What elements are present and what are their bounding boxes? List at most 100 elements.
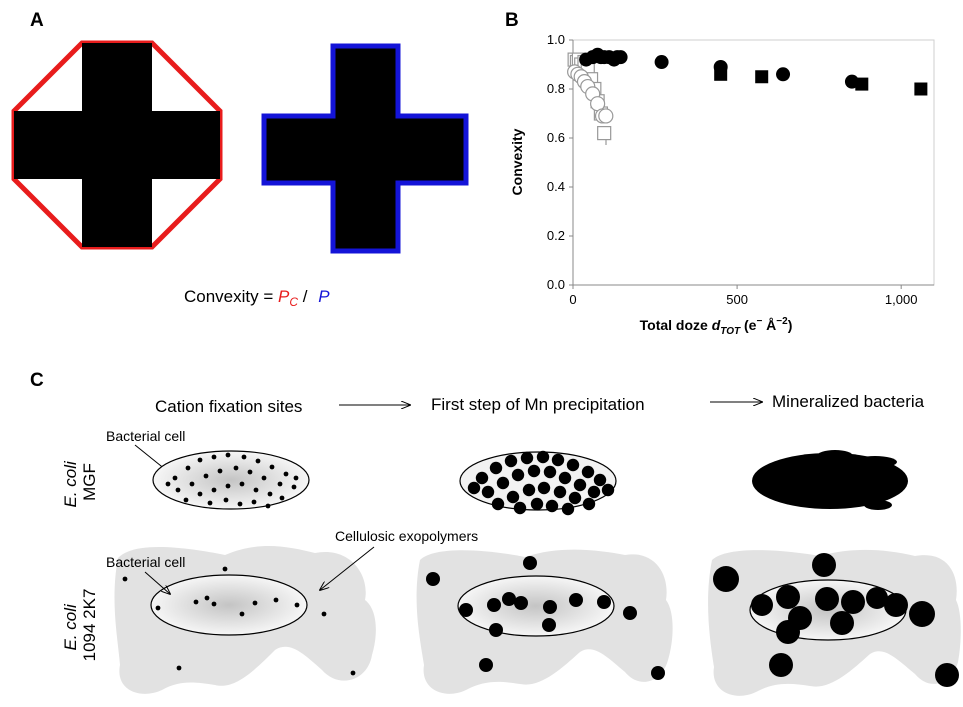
cation-sites-mgf (165, 452, 299, 509)
cation-site-dot (253, 487, 259, 493)
annotation-cellulosic-exopolymers: Cellulosic exopolymers (335, 528, 478, 544)
mn-precipitate-dot (815, 587, 839, 611)
mn-precipitates-1094-mineralized (713, 553, 959, 687)
mn-precipitates-mgf (467, 450, 615, 516)
mn-precipitate-dot (487, 598, 501, 612)
data-point-filled-circle (654, 55, 669, 70)
cation-site-dot (211, 454, 217, 460)
cation-site-dot (252, 600, 258, 606)
cation-sites-1094 (122, 566, 356, 676)
annotation-arrow-cell-row2 (144, 571, 170, 594)
mn-precipitate-dot (511, 468, 525, 482)
panel-b-letter: B (505, 10, 519, 31)
mn-precipitate-dot (776, 585, 800, 609)
cation-site-dot (267, 491, 273, 497)
cation-site-dot (176, 665, 182, 671)
cation-site-dot (203, 473, 209, 479)
mn-precipitate-dot (504, 454, 518, 468)
mn-precipitate-dot (536, 450, 550, 464)
x-axis-title-units-open: (e (740, 317, 757, 333)
convexity-formula: Convexity = PC / P (184, 287, 330, 309)
x-axis-title: Total doze dTOT (e− Å−2) (640, 316, 793, 337)
row-label-1094-strain: 1094 2K7 (80, 589, 99, 662)
cation-site-dot (237, 501, 243, 507)
mn-precipitate-dot (467, 481, 481, 495)
mn-precipitates-1094-step1 (426, 556, 665, 680)
data-point-filled-circle (713, 59, 728, 74)
mn-precipitate-dot (751, 594, 773, 616)
mn-precipitate-dot (527, 464, 541, 478)
cation-site-dot (204, 595, 210, 601)
cation-site-dot (172, 475, 178, 481)
y-axis-title: Convexity (509, 128, 525, 195)
cation-site-dot (225, 452, 231, 458)
x-axis-title-end: ) (788, 317, 793, 333)
panel-a-letter: A (30, 10, 44, 31)
mn-precipitate-dot (769, 653, 793, 677)
cation-site-dot (207, 500, 213, 506)
mn-precipitate-dot (841, 590, 865, 614)
cation-site-dot (291, 484, 297, 490)
x-axis-title-exp: −2 (776, 316, 788, 327)
mn-precipitate-dot (569, 593, 583, 607)
mn-precipitate-dot (475, 471, 489, 485)
x-axis-title-units-close: Å (762, 317, 776, 333)
cation-site-dot (273, 597, 279, 603)
bacterial-cell-1094-stage2 (457, 575, 615, 637)
cation-site-dot (279, 495, 285, 501)
mn-precipitate-dot (542, 618, 556, 632)
x-axis-title-main: Total doze (640, 317, 712, 333)
mn-precipitate-dot (601, 483, 615, 497)
cation-site-dot (233, 465, 239, 471)
mn-precipitate-dot (489, 623, 503, 637)
cation-site-dot (241, 454, 247, 460)
mn-precipitate-dot (830, 611, 854, 635)
row-label-mgf-strain: MGF (80, 463, 99, 501)
formula-prefix: Convexity = (184, 287, 278, 306)
x-axis-title-minus: − (756, 316, 762, 327)
row-label-1094-species: E. coli (61, 603, 80, 651)
mn-precipitate-dot (581, 465, 595, 479)
data-point-open-square (597, 125, 612, 141)
mn-precipitate-dot (489, 461, 503, 475)
mn-precipitate-dot (496, 476, 510, 490)
plot-area (572, 39, 935, 286)
y-tick-label: 0.2 (547, 228, 565, 243)
mn-precipitate-dot (573, 478, 587, 492)
mn-precipitate-dot (935, 663, 959, 687)
mn-precipitate-dot (713, 566, 739, 592)
mn-precipitate-dot (553, 485, 567, 499)
convexity-scatter-chart: 0.0 0.2 0.4 0.6 0.8 1.0 0 500 1,000 Convexity To… (509, 32, 935, 337)
cation-site-dot (217, 468, 223, 474)
y-tick-label: 0.4 (547, 179, 565, 194)
mn-precipitate-dot (543, 465, 557, 479)
data-point-filled-square (914, 82, 928, 96)
cross-shape-hull (14, 43, 220, 247)
cation-site-dot (165, 481, 171, 487)
cation-site-dot (211, 487, 217, 493)
x-axis-title-symbol: d (712, 317, 721, 333)
mn-precipitate-dot (597, 595, 611, 609)
row-label-mgf: E. coli MGF (61, 456, 99, 507)
stage-label-mineralized: Mineralized bacteria (772, 392, 925, 411)
mn-precipitate-dot (522, 483, 536, 497)
cation-site-dot (255, 458, 261, 464)
panel-c-letter: C (30, 370, 44, 391)
y-tick-label: 1.0 (547, 32, 565, 47)
cation-site-dot (197, 457, 203, 463)
cation-site-dot (283, 471, 289, 477)
cation-site-dot (197, 491, 203, 497)
mn-precipitate-dot (587, 485, 601, 499)
mn-precipitate-dot (623, 606, 637, 620)
mn-precipitate-dot (481, 485, 495, 499)
mn-precipitate-dot (566, 458, 580, 472)
formula-divider: / (298, 287, 312, 306)
cation-site-dot (225, 483, 231, 489)
mn-precipitate-dot (812, 553, 836, 577)
mn-precipitate-dot (593, 473, 607, 487)
mn-precipitate-dot (551, 453, 565, 467)
mn-precipitate-dot (776, 620, 800, 644)
x-axis-title-subscript: TOT (720, 326, 741, 337)
mn-precipitate-dot (459, 603, 473, 617)
cation-site-dot (265, 503, 271, 509)
